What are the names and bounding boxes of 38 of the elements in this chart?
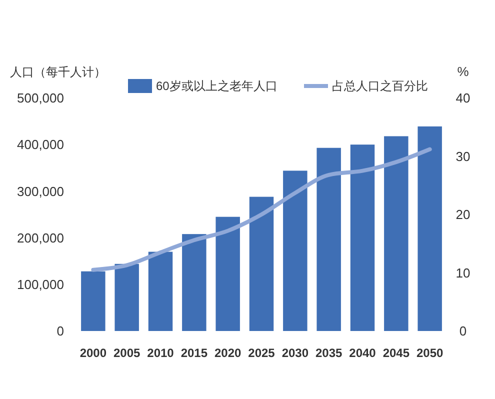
bar [81,271,106,331]
bar [249,196,274,331]
bar [350,144,375,331]
y-tick-label: 400,000 [17,137,64,152]
y2-tick-label: 0 [459,324,467,339]
y2-tick-label: 20 [456,207,470,222]
bar [316,148,341,331]
y2-tick-label: 40 [456,90,470,106]
bar [384,136,408,331]
bar [114,264,139,331]
bar [148,252,173,331]
x-tick-label: 2025 [248,346,276,360]
y-tick-label: 200,000 [17,230,64,246]
y2-axis-title: % [457,64,470,79]
x-tick-label: 2040 [349,346,376,360]
bar [182,234,206,331]
x-tick-label: 2050 [416,346,444,360]
line-series [91,147,432,272]
bar [216,216,240,331]
y2-tick-label: 10 [456,265,470,280]
x-tick-label: 2020 [214,346,242,360]
y-tick-label: 500,000 [17,90,64,106]
bar [283,170,308,331]
x-tick-label: 2030 [282,346,309,360]
x-tick-label: 2005 [113,346,141,360]
y2-tick-label: 30 [456,148,470,164]
legend-label: 占总人口之百分比 [332,79,428,94]
y-tick-label: 100,000 [17,276,64,292]
bar [418,126,442,331]
x-tick-label: 2045 [382,346,410,360]
y-tick-label: 300,000 [17,184,64,199]
y-axis-title: 人口（每千人计） [10,65,106,79]
x-tick-label: 2000 [80,346,107,360]
x-tick-label: 2035 [315,346,342,360]
x-tick-label: 2010 [147,346,174,360]
legend-label: 60岁或以上之老年人口 [156,79,278,94]
y-tick-label: 0 [56,324,64,339]
x-tick-label: 2015 [180,346,208,360]
